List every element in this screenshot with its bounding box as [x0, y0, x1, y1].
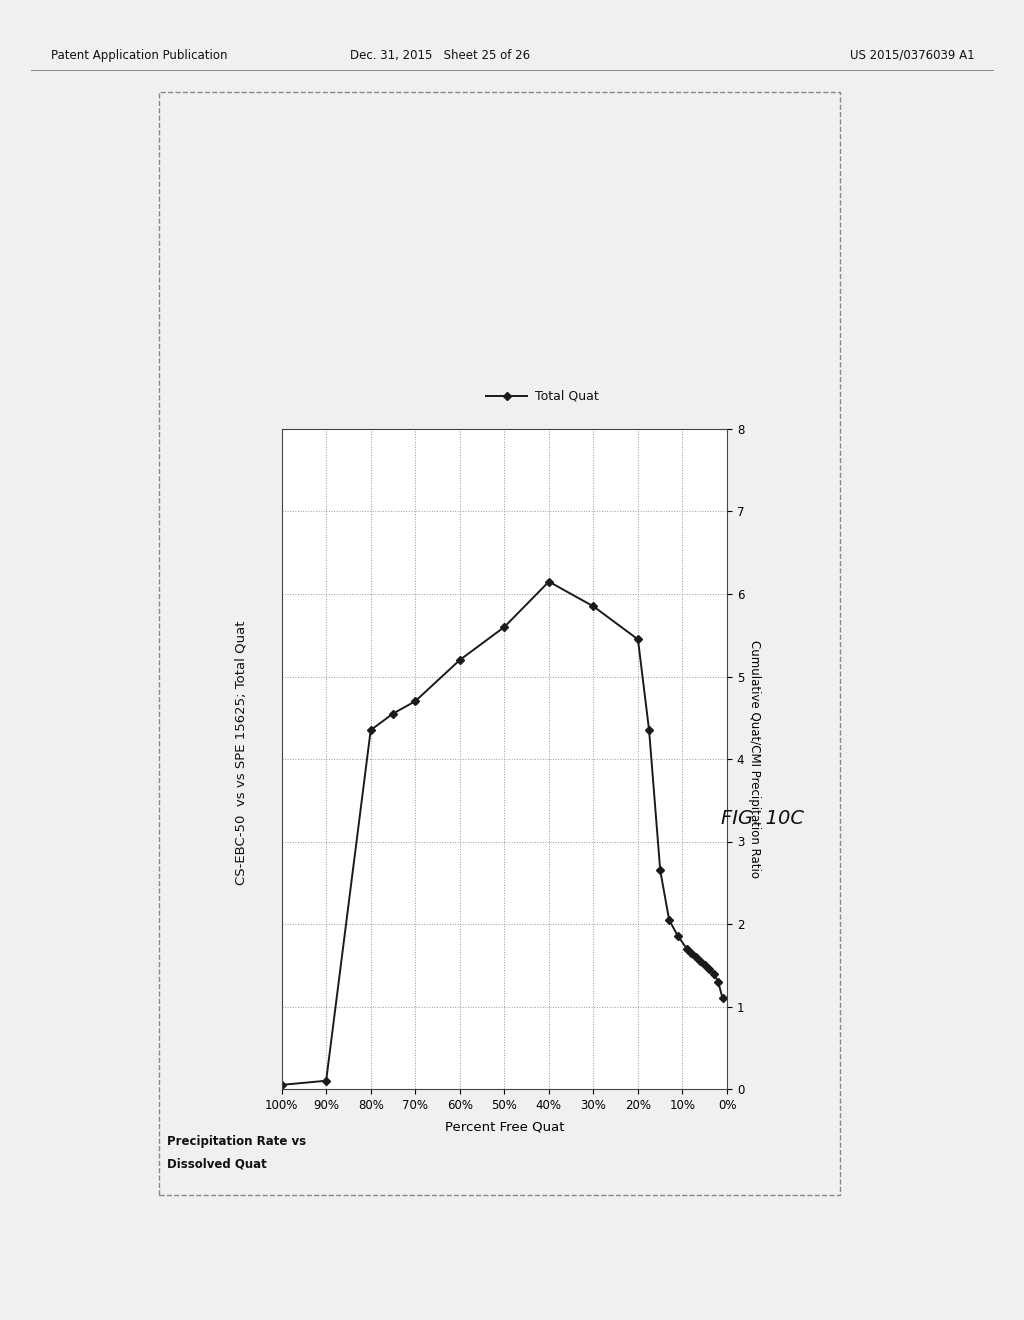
Text: Dec. 31, 2015   Sheet 25 of 26: Dec. 31, 2015 Sheet 25 of 26	[350, 49, 530, 62]
Text: Precipitation Rate vs: Precipitation Rate vs	[167, 1135, 306, 1148]
Text: Total Quat: Total Quat	[535, 389, 598, 403]
Text: Dissolved Quat: Dissolved Quat	[167, 1158, 266, 1171]
Text: US 2015/0376039 A1: US 2015/0376039 A1	[850, 49, 975, 62]
Text: FIG. 10C: FIG. 10C	[721, 809, 805, 828]
Y-axis label: Cumulative Quat/CMI Precipitation Ratio: Cumulative Quat/CMI Precipitation Ratio	[748, 640, 761, 878]
Text: Patent Application Publication: Patent Application Publication	[51, 49, 227, 62]
X-axis label: Percent Free Quat: Percent Free Quat	[444, 1121, 564, 1133]
Text: CS-EBC-50  vs vs SPE 15625; Total Quat: CS-EBC-50 vs vs SPE 15625; Total Quat	[234, 620, 247, 884]
